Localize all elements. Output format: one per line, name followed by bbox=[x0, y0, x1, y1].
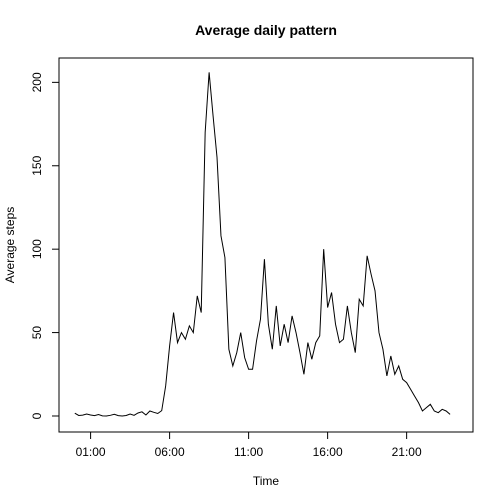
x-tick-label: 06:00 bbox=[155, 445, 185, 459]
x-tick-label: 11:00 bbox=[234, 445, 263, 459]
y-tick-label: 0 bbox=[30, 412, 44, 419]
x-tick-label: 21:00 bbox=[392, 445, 422, 459]
y-tick-label: 100 bbox=[30, 239, 44, 259]
x-tick-label: 01:00 bbox=[76, 445, 106, 459]
y-tick-label: 150 bbox=[30, 155, 44, 175]
chart-title: Average daily pattern bbox=[195, 22, 337, 38]
y-tick-label: 200 bbox=[30, 72, 44, 92]
y-axis-label: Average steps bbox=[3, 207, 17, 284]
x-tick-label: 16:00 bbox=[313, 445, 343, 459]
data-line bbox=[74, 72, 451, 417]
x-axis-label: Time bbox=[253, 474, 280, 488]
y-tick-label: 50 bbox=[30, 326, 44, 340]
